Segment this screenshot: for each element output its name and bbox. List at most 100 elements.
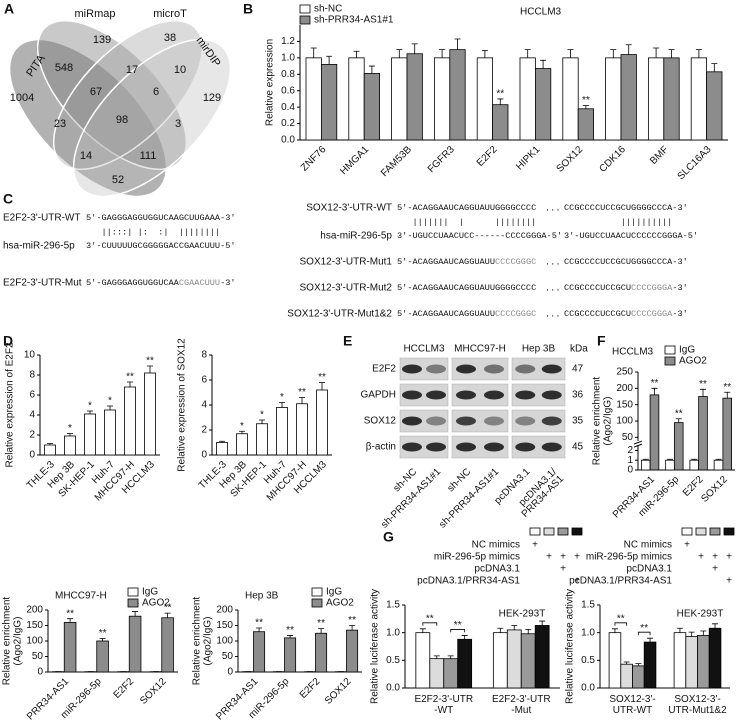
venn-diagram bbox=[8, 19, 232, 198]
blot-panel bbox=[451, 357, 509, 381]
bar bbox=[253, 631, 266, 673]
sig-label: ** bbox=[582, 95, 590, 106]
error-bar bbox=[691, 458, 698, 461]
blot-band bbox=[541, 442, 562, 452]
x-tick-label: HMGA1 bbox=[338, 144, 371, 177]
sig-label: ** bbox=[496, 89, 504, 100]
venn-count: 111 bbox=[140, 150, 157, 162]
legend-swatch bbox=[299, 4, 311, 14]
condition-mark: + bbox=[684, 540, 690, 551]
x-tick-label: SOX12-3'-UTR-Mut1&2 bbox=[668, 694, 727, 716]
error-bar bbox=[419, 628, 426, 633]
sequence-part: 5'-GAGGGAGGUGGUCAAGCUUGAAA-3' bbox=[86, 213, 236, 223]
panel-label: D bbox=[3, 333, 13, 349]
bar bbox=[535, 68, 552, 141]
sequence-name: SOX12-3'-UTR-Mut1 bbox=[300, 257, 393, 268]
y-tick-label: 6 bbox=[29, 390, 35, 401]
error-bar bbox=[239, 430, 245, 434]
panel-label: E bbox=[343, 333, 352, 349]
sequence-name: E2F2-3'-UTR-WT bbox=[3, 213, 80, 224]
y-tick-label: 250 bbox=[616, 367, 633, 378]
sequence: 5'-ACAGGAAUCAGGUAUUGGGGCCCC bbox=[397, 203, 536, 213]
bar bbox=[722, 397, 733, 471]
y-tick-label: 150 bbox=[616, 399, 633, 410]
blot-panel bbox=[511, 383, 566, 407]
panel-label: F bbox=[597, 333, 606, 349]
separator: ... bbox=[545, 283, 560, 293]
y-tick-label: 0 bbox=[227, 667, 233, 678]
condition-label: NC mimics bbox=[472, 540, 520, 551]
venn-count: 6 bbox=[153, 86, 159, 98]
bar bbox=[44, 444, 56, 456]
y-axis-label: (Ago2/IgG) bbox=[13, 617, 24, 666]
error-bar bbox=[676, 627, 683, 633]
error-bar bbox=[411, 43, 418, 54]
condition-mark: + bbox=[560, 552, 566, 563]
blot-row-label: E2F2 bbox=[372, 364, 396, 375]
y-tick-label: 0.6 bbox=[281, 85, 295, 96]
legend-swatch bbox=[299, 15, 311, 25]
condition-mark: + bbox=[726, 576, 732, 587]
error-bar bbox=[310, 47, 317, 58]
sequence-part: CCGCCCCUCCGCUGGGGCCCA-3' bbox=[564, 203, 688, 213]
bar bbox=[605, 57, 622, 141]
x-tick-label-line: -Mut bbox=[511, 705, 531, 716]
blot-panel bbox=[451, 383, 509, 407]
x-tick-label: E2F2 bbox=[475, 144, 500, 169]
sequence-part: 5'-GAGGGAGGUGGUCAA bbox=[86, 278, 180, 288]
bar bbox=[391, 57, 408, 141]
sig-label: ** bbox=[348, 615, 356, 626]
error-bar bbox=[667, 458, 674, 461]
bar bbox=[406, 53, 423, 141]
bar bbox=[647, 57, 665, 141]
error-bar bbox=[481, 50, 488, 58]
error-bar bbox=[675, 418, 682, 423]
blot-kda: 35 bbox=[572, 416, 584, 427]
x-tick-label: SOX12 bbox=[699, 474, 730, 505]
y-tick-label: 1.0 bbox=[581, 627, 595, 638]
bar bbox=[665, 459, 675, 471]
y-tick-label: 50 bbox=[222, 651, 234, 662]
condition-mark: + bbox=[712, 552, 718, 563]
blot-kda: 36 bbox=[572, 390, 584, 401]
bar bbox=[663, 57, 680, 141]
bar bbox=[320, 64, 338, 141]
error-bar bbox=[279, 402, 285, 408]
bar bbox=[161, 617, 174, 673]
bar bbox=[534, 625, 550, 689]
error-bar bbox=[318, 628, 325, 634]
condition-mark: + bbox=[532, 540, 538, 551]
sequence-part: 5'-ACAGGAAUCAGGUAUUGGGGCCCC bbox=[397, 283, 536, 293]
condition-mark: + bbox=[726, 552, 732, 563]
blot-panel bbox=[399, 435, 449, 459]
bar bbox=[415, 632, 431, 689]
bar bbox=[104, 409, 116, 456]
condition-label: pcDNA3.1 bbox=[626, 564, 672, 575]
error-bar bbox=[653, 47, 660, 58]
y-tick-label: 4 bbox=[201, 400, 207, 411]
x-tick-label-line: SOX12-3'- bbox=[609, 694, 655, 705]
blot-band bbox=[484, 416, 504, 426]
venn-count: 139 bbox=[93, 34, 111, 46]
bar bbox=[284, 637, 297, 673]
bar bbox=[632, 665, 645, 689]
y-axis-label: Relative expression bbox=[265, 39, 276, 126]
venn-count: 67 bbox=[90, 86, 102, 98]
sig-label: * bbox=[68, 423, 72, 434]
error-bar bbox=[611, 628, 618, 633]
chart-title: HEK-293T bbox=[499, 609, 546, 620]
sequence-part: CCGCCCCUCCGCU bbox=[564, 283, 631, 293]
error-bar bbox=[711, 63, 718, 72]
sequence-part: 3'-UGUCCUAACUCC------CCCCGGGA-5' bbox=[397, 231, 562, 241]
venn-set-label: microT bbox=[153, 8, 187, 20]
y-axis-label: Relative enrichment bbox=[192, 597, 203, 686]
bar bbox=[620, 54, 637, 141]
y-tick-label: 1.5 bbox=[386, 600, 400, 611]
legend-swatch bbox=[127, 598, 139, 608]
y-tick-label: 0.4 bbox=[281, 102, 295, 113]
legend-swatch bbox=[664, 356, 676, 366]
error-bar bbox=[715, 458, 722, 461]
y-tick-label: 150 bbox=[26, 620, 43, 631]
y-tick-label: 0 bbox=[201, 450, 207, 461]
legend-swatch bbox=[311, 598, 323, 608]
